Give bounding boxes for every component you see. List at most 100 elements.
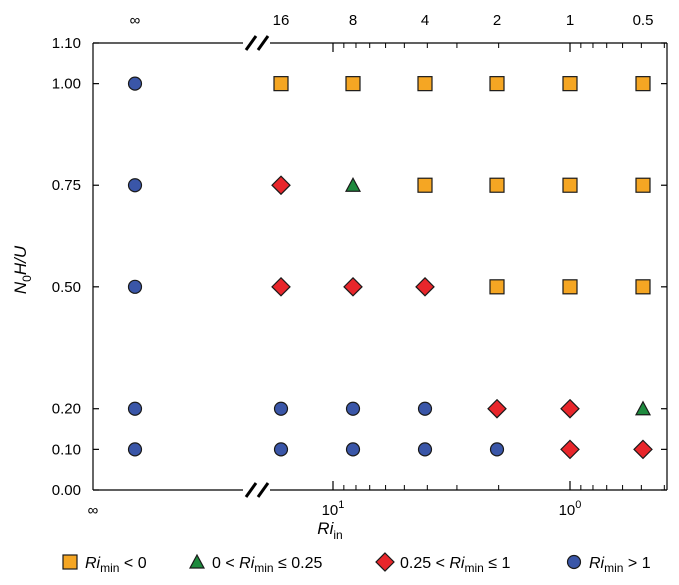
top-axis-label: 16 (273, 12, 290, 29)
legend-sub: min (464, 561, 483, 575)
point-mid (271, 175, 291, 196)
point-high (345, 401, 361, 416)
legend-sub: min (100, 561, 119, 575)
top-axis-label: 8 (349, 12, 357, 29)
legend-label-low: 0 < Rimin ≤ 0.25 (212, 555, 323, 575)
point-high (273, 442, 289, 457)
x-tick-label-inf: ∞ (88, 502, 99, 519)
point-neg (635, 177, 651, 193)
point-low (634, 400, 652, 416)
y-tick-label: 0.50 (52, 279, 81, 296)
point-mid (633, 439, 653, 460)
point-mid (560, 439, 580, 460)
legend-marker-high (566, 554, 582, 570)
point-neg (345, 76, 361, 92)
legend-pre: 0.25 < (400, 555, 449, 572)
legend-post: ≤ 0.25 (274, 555, 323, 572)
point-neg (635, 76, 651, 92)
point-low (344, 176, 362, 192)
axes: 0.00 0.10 0.20 0.50 0.75 1.00 1.10 ∞ 16 8 4 2 1 0.5 ∞ 1… (11, 12, 668, 542)
y-axis-title-rest: H/U (11, 245, 30, 275)
legend-main: Ri (589, 555, 605, 572)
legend-main: Ri (239, 555, 255, 572)
legend-main: Ri (85, 555, 101, 572)
point-neg (635, 279, 651, 295)
point-high (417, 401, 433, 416)
legend-marker-low (188, 553, 206, 569)
top-axis-label: ∞ (130, 12, 141, 29)
point-high (345, 442, 361, 457)
legend-sub: min (254, 561, 273, 575)
y-axis-title: N0H/U (11, 245, 34, 294)
legend-sub: min (604, 561, 623, 575)
x-tick-exponent: 0 (575, 499, 581, 511)
point-high (127, 401, 143, 416)
y-tick-label: 0.20 (52, 401, 81, 418)
top-axis-break-mark (244, 35, 270, 51)
x-tick-label-ten1: 101 (322, 499, 345, 519)
point-mid (271, 276, 291, 297)
legend-entry-low: 0 < Rimin ≤ 0.25 (188, 553, 323, 575)
y-tick-label: 1.10 (52, 35, 81, 52)
point-high (127, 178, 143, 193)
legend-post: ≤ 1 (484, 555, 511, 572)
x-tick-label-ten0: 100 (559, 499, 582, 519)
legend-post: < 0 (119, 555, 146, 572)
legend-label-neg: Rimin < 0 (85, 555, 147, 575)
top-axis-label: 0.5 (633, 12, 654, 29)
y-tick-label: 1.00 (52, 76, 81, 93)
point-mid (487, 398, 507, 419)
point-high (417, 442, 433, 457)
y-tick-label: 0.00 (52, 482, 81, 499)
legend-marker-neg (62, 554, 78, 570)
y-tick-label: 0.10 (52, 441, 81, 458)
point-neg (562, 279, 578, 295)
legend-entry-neg: Rimin < 0 (62, 554, 147, 575)
legend-entry-high: Rimin > 1 (566, 554, 651, 575)
point-neg (273, 76, 289, 92)
x-tick-base: ∞ (88, 502, 99, 519)
x-axis-title-main: Ri (317, 519, 334, 538)
point-high (127, 279, 143, 294)
legend-entry-mid: 0.25 < Rimin ≤ 1 (375, 552, 511, 575)
point-mid (560, 398, 580, 419)
point-neg (417, 177, 433, 193)
y-axis-title-sub: 0 (20, 275, 34, 282)
bottom-axis-break-mark (244, 482, 270, 498)
x-axis-title: Riin (317, 519, 342, 542)
x-tick-exponent: 1 (338, 499, 344, 511)
point-neg (562, 177, 578, 193)
y-tick-label: 0.75 (52, 177, 81, 194)
y-axis-title-main: N (11, 281, 30, 294)
x-tick-base: 10 (559, 502, 576, 519)
legend-pre: 0 < (212, 555, 239, 572)
legend-post: > 1 (623, 555, 650, 572)
data-markers (127, 76, 653, 460)
point-high (127, 76, 143, 91)
point-neg (489, 279, 505, 295)
point-neg (417, 76, 433, 92)
break-slash (256, 482, 270, 498)
break-slash (256, 35, 270, 51)
point-neg (489, 177, 505, 193)
top-axis-label: 1 (566, 12, 574, 29)
top-axis-label: 2 (493, 12, 501, 29)
x-tick-base: 10 (322, 502, 339, 519)
point-high (489, 442, 505, 457)
point-high (127, 442, 143, 457)
break-slash (244, 35, 258, 51)
point-high (273, 401, 289, 416)
legend-label-high: Rimin > 1 (589, 555, 651, 575)
top-axis-label: 4 (421, 12, 429, 29)
point-mid (415, 276, 435, 297)
legend-marker-mid (375, 552, 395, 572)
point-mid (343, 276, 363, 297)
point-neg (489, 76, 505, 92)
legend-label-mid: 0.25 < Rimin ≤ 1 (400, 555, 511, 575)
x-axis-title-sub: in (333, 528, 342, 542)
legend-main: Ri (449, 555, 465, 572)
point-neg (562, 76, 578, 92)
break-slash (244, 482, 258, 498)
